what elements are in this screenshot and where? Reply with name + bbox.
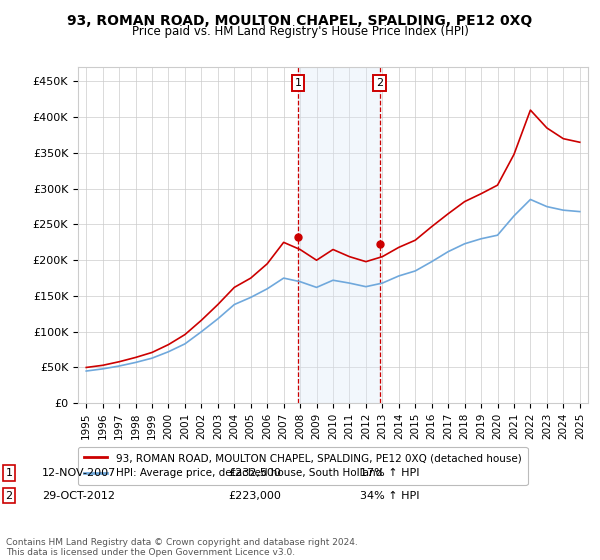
Text: 1: 1	[5, 468, 13, 478]
Text: 12-NOV-2007: 12-NOV-2007	[42, 468, 116, 478]
Text: 29-OCT-2012: 29-OCT-2012	[42, 491, 115, 501]
Text: 34% ↑ HPI: 34% ↑ HPI	[360, 491, 419, 501]
Text: 1: 1	[295, 78, 301, 88]
Legend: 93, ROMAN ROAD, MOULTON CHAPEL, SPALDING, PE12 0XQ (detached house), HPI: Averag: 93, ROMAN ROAD, MOULTON CHAPEL, SPALDING…	[78, 447, 527, 484]
Text: 2: 2	[5, 491, 13, 501]
Text: 93, ROMAN ROAD, MOULTON CHAPEL, SPALDING, PE12 0XQ: 93, ROMAN ROAD, MOULTON CHAPEL, SPALDING…	[67, 14, 533, 28]
Bar	[298, 67, 380, 403]
Text: £232,500: £232,500	[228, 468, 281, 478]
Text: 17% ↑ HPI: 17% ↑ HPI	[360, 468, 419, 478]
Text: 2: 2	[376, 78, 383, 88]
Text: £223,000: £223,000	[228, 491, 281, 501]
Text: Price paid vs. HM Land Registry's House Price Index (HPI): Price paid vs. HM Land Registry's House …	[131, 25, 469, 38]
Text: Contains HM Land Registry data © Crown copyright and database right 2024.
This d: Contains HM Land Registry data © Crown c…	[6, 538, 358, 557]
